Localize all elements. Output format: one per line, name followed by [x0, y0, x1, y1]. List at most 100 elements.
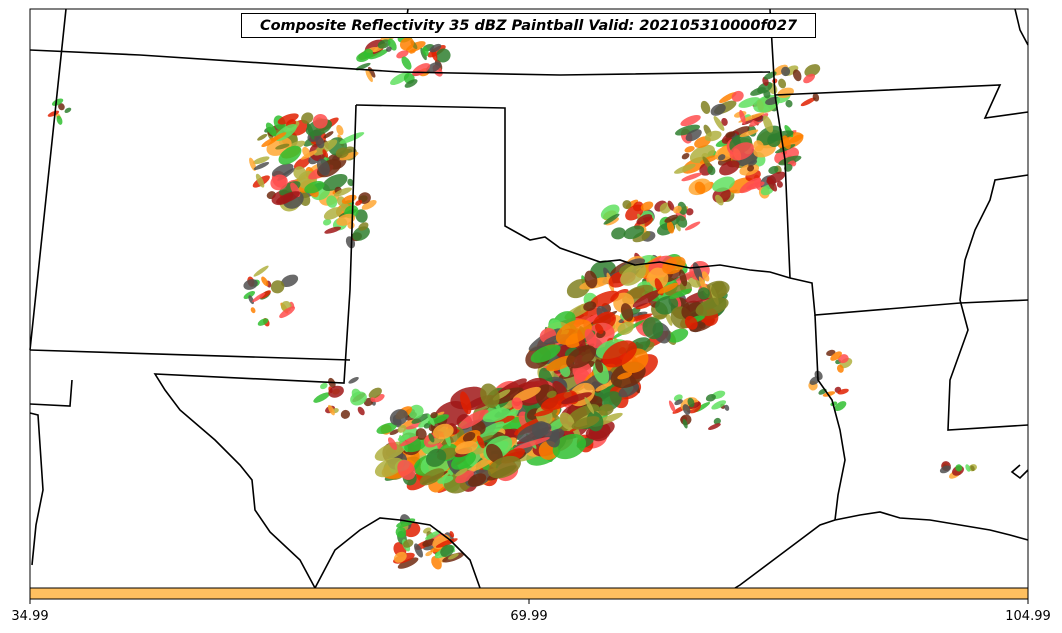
reflectivity-blob — [762, 115, 774, 133]
co-west-border — [29, 8, 67, 351]
reflectivity-blob — [707, 423, 721, 430]
reflectivity-blob — [276, 191, 300, 205]
reflectivity-blob — [778, 155, 802, 166]
reflectivity-blob — [312, 113, 328, 129]
reflectivity-blob — [357, 406, 365, 416]
reflectivity-blob — [635, 302, 652, 310]
reflectivity-blob — [836, 364, 844, 373]
reflectivity-blob — [534, 409, 554, 417]
reflectivity-blob — [265, 122, 277, 137]
reflectivity-blob — [792, 69, 802, 82]
reflectivity-blob — [393, 551, 407, 563]
reflectivity-blob — [363, 48, 374, 59]
reflectivity-blob — [584, 270, 598, 289]
reflectivity-blob — [350, 391, 367, 406]
reflectivity-blob — [682, 404, 691, 415]
tx-gulf-coast — [734, 519, 836, 589]
reflectivity-blob — [685, 208, 694, 216]
reflectivity-blob — [324, 226, 342, 234]
reflectivity-blob — [676, 215, 688, 228]
reflectivity-blob — [768, 165, 779, 175]
reflectivity-blob — [603, 213, 620, 225]
reflectivity-blob — [632, 289, 662, 308]
reflectivity-blob — [552, 433, 587, 460]
reflectivity-blob — [804, 64, 821, 77]
reflectivity-blob — [668, 328, 689, 343]
reflectivity-blob — [419, 468, 445, 486]
reflectivity-blob — [428, 433, 435, 443]
reflectivity-blob — [370, 397, 376, 403]
reflectivity-blob — [632, 230, 651, 243]
reflectivity-blob — [632, 201, 644, 212]
reflectivity-blob — [243, 290, 256, 300]
reflectivity-blob — [255, 173, 265, 188]
reflectivity-blob — [530, 344, 561, 363]
reflectivity-blob — [323, 131, 334, 139]
reflectivity-blob — [374, 441, 407, 461]
reflectivity-blob — [965, 464, 971, 472]
reflectivity-blob — [512, 386, 541, 402]
reflectivity-blob — [675, 124, 700, 136]
reflectivity-blob — [711, 400, 727, 410]
reflectivity-blob — [511, 397, 523, 410]
reflectivity-blob — [757, 81, 773, 94]
reflectivity-blob — [355, 209, 368, 223]
reflectivity-blob — [301, 112, 314, 124]
reflectivity-blob — [679, 269, 688, 287]
reflectivity-blob — [623, 225, 645, 240]
reflectivity-blob — [594, 323, 604, 334]
reflectivity-blob — [584, 328, 597, 348]
reflectivity-blob — [675, 221, 681, 232]
reflectivity-blob — [555, 319, 592, 345]
reflectivity-blob — [664, 214, 678, 223]
reflectivity-blob — [620, 263, 647, 286]
reflectivity-blob — [717, 154, 726, 161]
reflectivity-blob — [559, 412, 575, 430]
reflectivity-blob — [781, 66, 791, 77]
reflectivity-blob — [622, 200, 632, 210]
reflectivity-blob — [455, 468, 468, 477]
reflectivity-blob — [822, 391, 836, 397]
reflectivity-blob — [595, 359, 604, 373]
reflectivity-blob — [642, 317, 664, 340]
reflectivity-blob — [789, 134, 804, 143]
az-nm-border — [29, 379, 73, 407]
la-gulf-coast — [834, 511, 1029, 541]
reflectivity-blob — [458, 409, 489, 430]
reflectivity-blob — [747, 165, 755, 172]
reflectivity-blob — [566, 345, 597, 369]
reflectivity-blob — [355, 62, 371, 71]
reflectivity-blob — [684, 315, 698, 330]
reflectivity-blob — [437, 475, 454, 484]
reflectivity-blob — [739, 129, 759, 138]
reflectivity-blob — [669, 288, 692, 299]
reflectivity-blob — [482, 408, 511, 423]
reflectivity-blob — [462, 431, 476, 442]
reflectivity-blob — [396, 518, 416, 528]
reflectivity-blob — [316, 158, 330, 176]
reflectivity-blob — [602, 340, 637, 368]
reflectivity-blob — [782, 135, 791, 150]
reflectivity-blob — [368, 49, 389, 60]
map-background — [30, 9, 1028, 588]
reflectivity-blob — [460, 391, 472, 415]
reflectivity-blob — [584, 396, 595, 414]
reflectivity-blob — [395, 526, 407, 538]
reflectivity-blob — [328, 385, 344, 398]
reflectivity-blob — [674, 163, 696, 174]
reflectivity-blob — [748, 159, 758, 167]
reflectivity-blob — [476, 435, 485, 449]
reflectivity-blob — [687, 397, 695, 408]
reflectivity-blob — [333, 187, 352, 197]
reflectivity-blob — [355, 199, 363, 206]
reflectivity-blob — [323, 207, 343, 220]
reflectivity-blob — [719, 160, 740, 176]
reflectivity-blob — [939, 465, 951, 474]
nm-tx-border — [153, 104, 357, 589]
reflectivity-blob — [485, 443, 503, 464]
map-title: Composite Reflectivity 35 dBZ Paintball … — [241, 13, 816, 38]
reflectivity-blob — [397, 434, 410, 442]
reflectivity-blob — [571, 416, 600, 430]
reflectivity-blob — [340, 409, 351, 419]
